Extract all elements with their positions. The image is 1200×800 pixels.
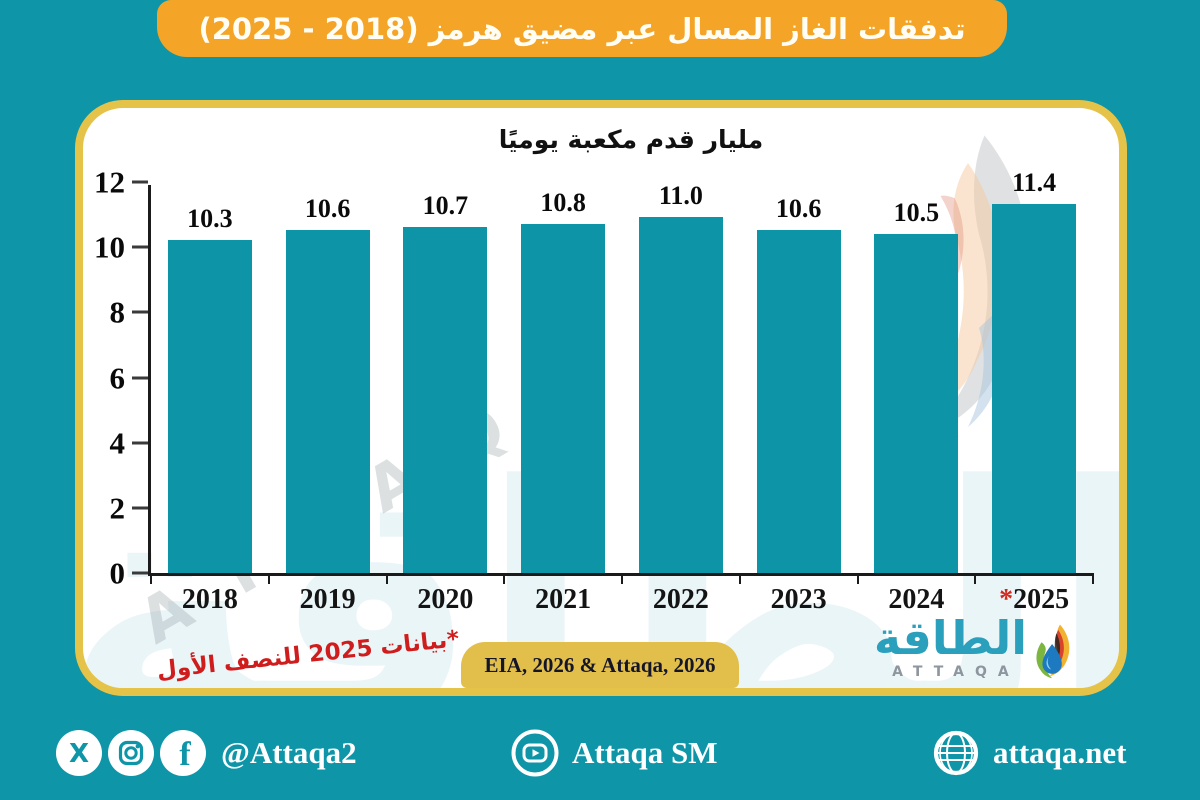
bar xyxy=(638,217,723,573)
bar xyxy=(403,227,488,573)
x-axis-label: 2022 xyxy=(652,584,709,615)
footer-website-group: attaqa.net xyxy=(932,728,1126,778)
footer-youtube-group: Attaqa SM xyxy=(511,728,718,778)
chart-card: الطاقة ATTAQA مليار قدم مكعبة يوميًا 121… xyxy=(75,100,1127,696)
y-tick: 8 xyxy=(83,297,148,328)
bar-cell: 10.5 2024 xyxy=(858,185,976,614)
bar xyxy=(521,223,606,573)
source-pill: EIA, 2026 & Attaqa, 2026 xyxy=(461,642,739,688)
bar-value-label: 11.0 xyxy=(658,181,703,211)
bar-value-label: 10.8 xyxy=(540,187,586,217)
x-axis-label: 2023 xyxy=(770,584,827,615)
x-axis-label: *2025 xyxy=(999,584,1070,615)
plot-area: 10.3 2018 10.6 2019 10.7 2020 10.8 2021 11.0 2022… xyxy=(148,170,1094,614)
banner-year-range: (2025 - 2018) xyxy=(198,11,419,46)
chart-title: مليار قدم مكعبة يوميًا xyxy=(498,125,764,154)
x-axis-tick xyxy=(738,573,741,584)
footnote: *بيانات 2025 للنصف الأول xyxy=(155,626,461,684)
website-url[interactable]: attaqa.net xyxy=(993,735,1127,770)
social-handle[interactable]: @Attaqa2 xyxy=(221,735,357,770)
attaqa-logo-text: الطاقة ATTAQA xyxy=(873,611,1027,680)
bar xyxy=(167,239,252,573)
y-tick: 10 xyxy=(83,232,148,263)
x-axis-tick xyxy=(974,573,977,584)
banner-title: تدفقات الغاز المسال عبر مضيق هرمز xyxy=(428,11,966,46)
footer-social-icons: X f xyxy=(55,729,207,777)
y-tick: 2 xyxy=(83,492,148,523)
bar-cell: 10.3 2018 xyxy=(151,185,269,614)
youtube-channel-label[interactable]: Attaqa SM xyxy=(572,735,718,770)
bar-value-label: 10.5 xyxy=(893,197,940,227)
x-axis-label: 2021 xyxy=(535,584,592,615)
bar-cell: 10.7 2020 xyxy=(387,185,505,614)
attaqa-logo-arabic: الطاقة xyxy=(873,611,1027,666)
x-axis-tick xyxy=(621,573,623,584)
attaqa-logo-latin: ATTAQA xyxy=(892,664,1020,680)
x-axis-label: 2018 xyxy=(181,584,238,615)
bar-value-label: 10.6 xyxy=(304,194,351,224)
globe-icon[interactable] xyxy=(932,729,980,777)
y-tick: 12 xyxy=(83,167,148,198)
bar-value-label: 10.3 xyxy=(187,203,233,233)
x-axis-label: 2024 xyxy=(888,584,945,615)
instagram-icon[interactable] xyxy=(107,729,155,777)
facebook-icon[interactable]: f xyxy=(159,729,207,777)
x-icon[interactable]: X xyxy=(55,729,103,777)
bar xyxy=(992,204,1077,573)
youtube-icon[interactable] xyxy=(511,729,559,777)
svg-text:f: f xyxy=(179,736,191,773)
x-axis-label: 2019 xyxy=(299,584,356,615)
bar xyxy=(285,230,370,573)
x-axis-tick xyxy=(385,573,388,584)
x-axis-tick xyxy=(1092,573,1094,584)
attaqa-flame-icon xyxy=(1036,624,1070,679)
bar xyxy=(874,233,959,573)
bar-cell: 10.6 2019 xyxy=(269,185,387,614)
y-tick: 4 xyxy=(83,427,148,458)
svg-text:X: X xyxy=(69,739,89,769)
x-axis-tick xyxy=(856,573,859,584)
bar-cell: 11.0 2022 xyxy=(622,181,740,614)
y-tick: 0 xyxy=(83,558,148,589)
attaqa-logo: الطاقة ATTAQA xyxy=(873,611,1075,680)
x-axis-label: 2020 xyxy=(417,584,474,615)
x-axis-tick xyxy=(150,573,152,584)
x-axis-tick xyxy=(267,573,270,584)
bar-cell: 10.8 2021 xyxy=(504,185,622,614)
title-banner: تدفقات الغاز المسال عبر مضيق هرمز (2025 … xyxy=(157,0,1007,57)
footer-social-group: X f @Attaqa2 xyxy=(55,728,357,778)
bar-value-label: 10.6 xyxy=(775,194,822,224)
bar-value-label: 11.4 xyxy=(1012,168,1057,198)
bar-value-label: 10.7 xyxy=(422,191,469,221)
bar-cell: 10.6 2023 xyxy=(740,185,858,614)
y-tick: 6 xyxy=(83,362,148,393)
x-axis-tick xyxy=(503,573,506,584)
bar xyxy=(756,230,841,573)
y-axis: 12 10 8 6 4 2 0 xyxy=(83,167,148,589)
bar-cell: 11.4 *2025 xyxy=(975,170,1093,614)
